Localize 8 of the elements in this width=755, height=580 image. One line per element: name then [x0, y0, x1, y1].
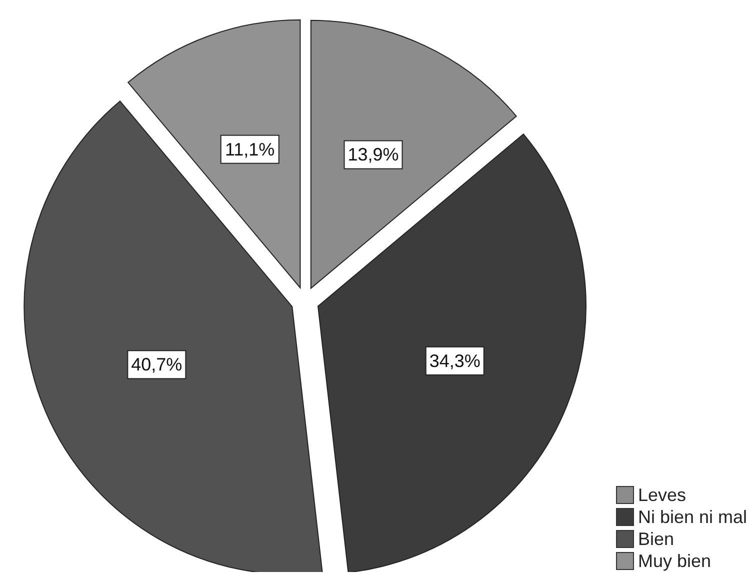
data-label: 40,7%: [131, 354, 182, 375]
data-label: 13,9%: [348, 144, 399, 165]
data-label: 34,3%: [429, 350, 480, 371]
legend-label: Leves: [638, 484, 686, 506]
legend-label: Muy bien: [638, 550, 711, 572]
legend-label: Bien: [638, 528, 674, 550]
data-label: 11,1%: [225, 139, 275, 160]
legend-label: Ni bien ni mal: [638, 506, 747, 528]
